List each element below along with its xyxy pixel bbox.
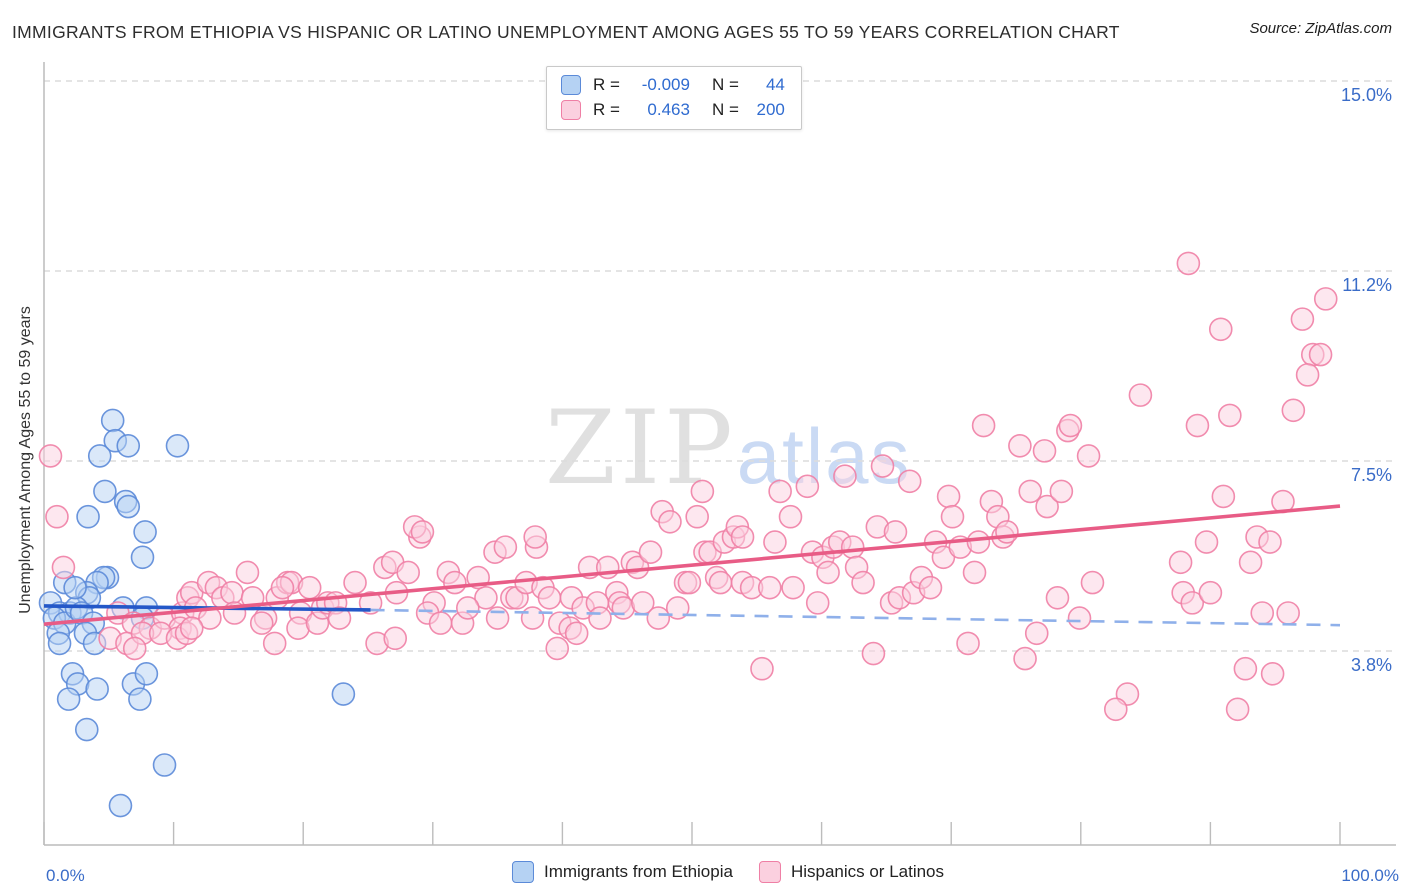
source-attribution: Source: ZipAtlas.com: [1249, 20, 1392, 37]
series-legend: Immigrants from Ethiopia Hispanics or La…: [511, 861, 945, 883]
n-value: 44: [765, 75, 785, 94]
correlation-legend-box: R = -0.009 N = 44 R = 0.463 N = 200: [546, 66, 802, 130]
n-label: N =: [711, 100, 739, 119]
hispanic-swatch-icon: [561, 100, 581, 120]
page-title: IMMIGRANTS FROM ETHIOPIA VS HISPANIC OR …: [12, 22, 1120, 42]
n-label: N =: [711, 75, 739, 94]
ethiopia-swatch-icon: [561, 75, 581, 95]
legend-row-ethiopia: R = -0.009 N = 44: [561, 75, 785, 95]
x-axis-max-label: 100.0%: [1341, 866, 1399, 885]
r-value: 0.463: [647, 100, 690, 119]
x-axis-min-label: 0.0%: [46, 866, 85, 885]
hispanic-swatch-icon: [758, 861, 781, 883]
legend-item-ethiopia: Immigrants from Ethiopia: [511, 861, 733, 883]
ethiopia-swatch-icon: [511, 861, 534, 883]
r-value: -0.009: [641, 75, 690, 94]
legend-row-hispanic: R = 0.463 N = 200: [561, 100, 785, 120]
r-label: R =: [593, 100, 620, 119]
legend-item-label: Immigrants from Ethiopia: [543, 862, 733, 881]
r-label: R =: [593, 75, 620, 94]
n-value: 200: [756, 100, 785, 119]
legend-item-label: Hispanics or Latinos: [790, 862, 945, 881]
legend-item-hispanic: Hispanics or Latinos: [758, 861, 945, 883]
